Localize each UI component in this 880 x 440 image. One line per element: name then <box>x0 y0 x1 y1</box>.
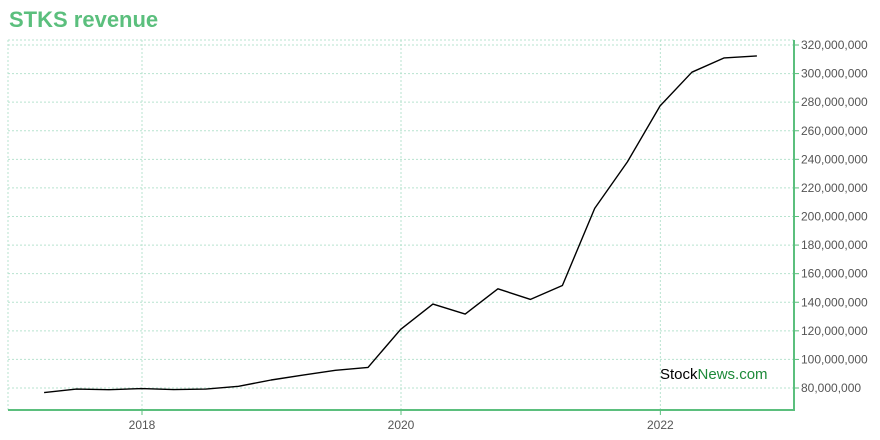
y-tick-label: 260,000,000 <box>801 124 868 138</box>
data-point <box>203 387 208 392</box>
y-tick-label: 240,000,000 <box>801 152 868 166</box>
y-tick-label: 80,000,000 <box>801 381 861 395</box>
y-tick-label: 300,000,000 <box>801 67 868 81</box>
y-tick-label: 200,000,000 <box>801 210 868 224</box>
data-point <box>269 377 274 382</box>
data-point <box>42 390 47 395</box>
x-tick-label: 2018 <box>129 418 156 432</box>
y-tick-label: 120,000,000 <box>801 324 868 338</box>
chart-title: STKS revenue <box>9 7 159 32</box>
data-point <box>139 386 144 391</box>
data-point <box>236 384 241 389</box>
data-point <box>722 55 727 60</box>
data-point <box>689 70 694 75</box>
y-tick-labels: 80,000,000 100,000,000 120,000,000 140,000,… <box>801 38 868 395</box>
y-tick-label: 280,000,000 <box>801 95 868 109</box>
y-tick-label: 160,000,000 <box>801 267 868 281</box>
x-tick-label: 2022 <box>647 418 674 432</box>
data-point <box>301 373 306 378</box>
data-point <box>658 104 663 109</box>
grid-layer <box>7 39 794 410</box>
data-point <box>560 283 565 288</box>
y-tick-label: 180,000,000 <box>801 238 868 252</box>
data-point <box>463 312 468 317</box>
data-point <box>625 159 630 164</box>
data-point <box>366 365 371 370</box>
x-tick-label: 2020 <box>388 418 415 432</box>
watermark-news: News.com <box>698 366 768 383</box>
axis-layer <box>8 40 799 415</box>
revenue-line <box>44 55 757 394</box>
data-point <box>430 302 435 307</box>
data-point <box>754 53 759 58</box>
data-point <box>592 206 597 211</box>
y-tick-label: 220,000,000 <box>801 181 868 195</box>
data-point <box>495 286 500 291</box>
data-point <box>333 368 338 373</box>
data-point <box>528 297 533 302</box>
data-point <box>398 327 403 332</box>
y-tick-label: 100,000,000 <box>801 352 868 366</box>
series-layer <box>42 53 759 395</box>
y-tick-label: 320,000,000 <box>801 38 868 52</box>
data-point <box>74 387 79 392</box>
data-point <box>107 387 112 392</box>
y-tick-label: 140,000,000 <box>801 295 868 309</box>
x-tick-labels: 2018 2020 2022 <box>129 418 674 432</box>
watermark: StockNews.com <box>660 366 768 383</box>
data-point <box>171 387 176 392</box>
watermark-stock: Stock <box>660 366 698 383</box>
